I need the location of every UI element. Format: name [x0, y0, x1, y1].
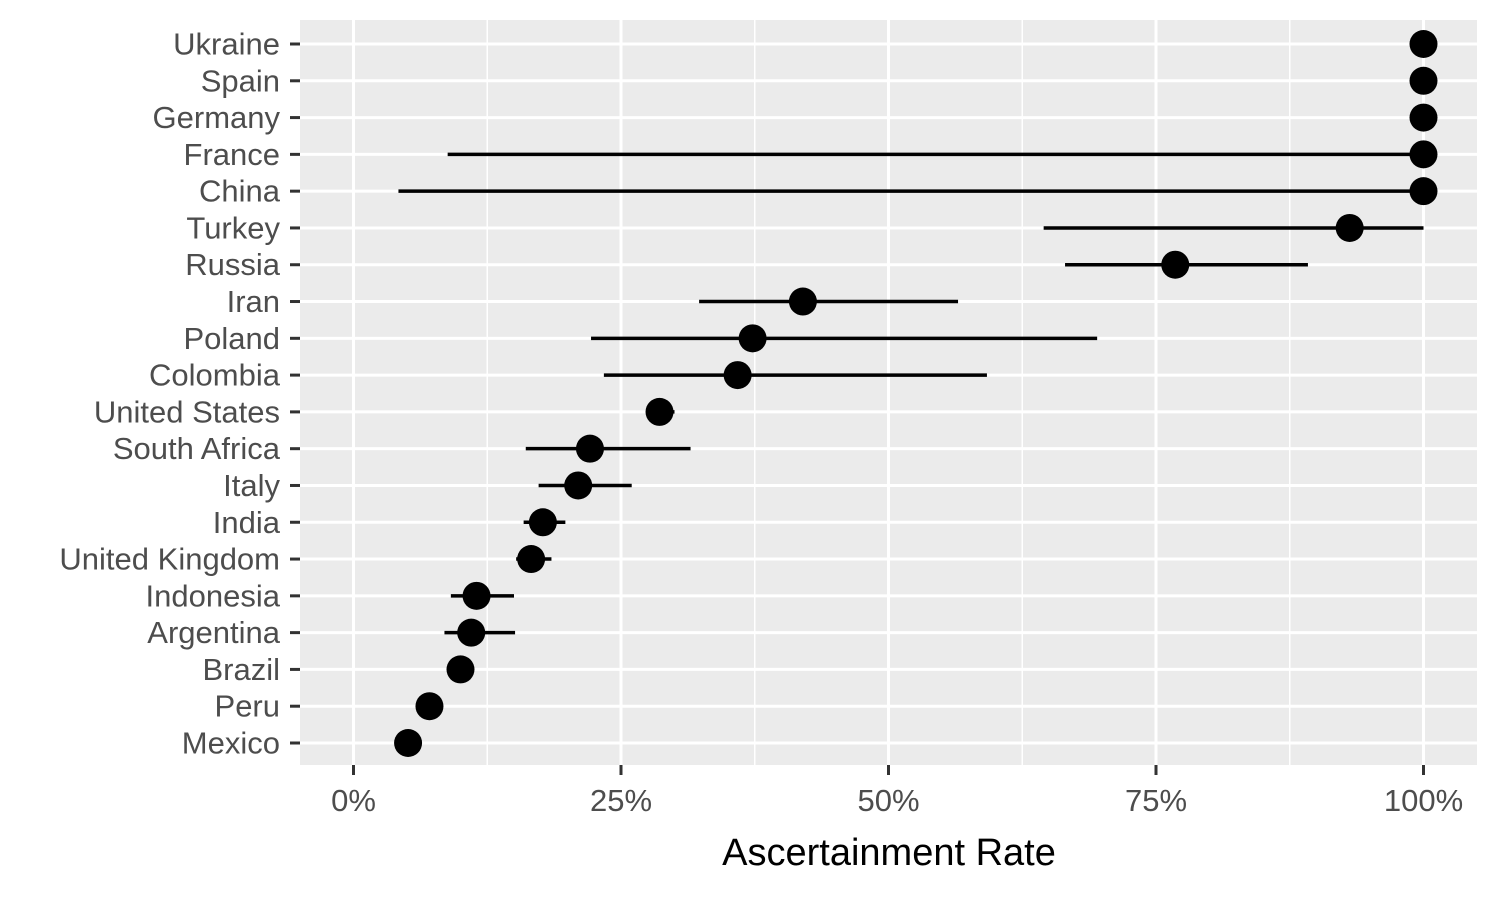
data-point: [1161, 250, 1190, 279]
x-tick-label: 75%: [1125, 783, 1187, 818]
data-point: [528, 508, 557, 537]
data-point: [1409, 140, 1438, 169]
x-axis: 0% 25% 50% 75% 100%: [331, 765, 1463, 818]
data-point: [446, 655, 475, 684]
y-tick-label: India: [213, 505, 281, 540]
y-tick-label: Spain: [201, 63, 280, 98]
data-point: [1409, 30, 1438, 58]
y-tick-label: Argentina: [147, 615, 280, 650]
data-point: [415, 692, 444, 721]
y-tick-label: Poland: [183, 321, 280, 356]
data-point: [1335, 213, 1364, 242]
y-tick-label: Ukraine: [173, 27, 280, 62]
y-tick-label: South Africa: [113, 431, 281, 466]
y-tick-label: Italy: [223, 468, 280, 503]
data-point: [1409, 177, 1438, 206]
x-tick-label: 100%: [1384, 783, 1463, 818]
error-bars: [398, 152, 1424, 745]
y-tick-label: France: [184, 137, 280, 172]
y-tick-label: Colombia: [149, 358, 281, 393]
y-tick-label: United Kingdom: [59, 542, 280, 577]
y-axis: UkraineSpainGermanyFranceChinaTurkeyRuss…: [59, 27, 300, 761]
data-point: [1409, 103, 1438, 132]
data-point: [1409, 66, 1438, 95]
x-tick-label: 50%: [857, 783, 919, 818]
y-tick-label: China: [199, 174, 281, 209]
y-tick-label: United States: [94, 394, 280, 429]
y-tick-label: Indonesia: [146, 578, 281, 613]
y-tick-label: Russia: [185, 247, 281, 282]
y-tick-label: Brazil: [202, 652, 280, 687]
data-point: [564, 471, 593, 500]
y-tick-label: Turkey: [186, 210, 280, 245]
y-tick-label: Mexico: [182, 726, 280, 761]
data-point: [645, 397, 674, 426]
data-point: [462, 581, 491, 610]
y-tick-label: Peru: [215, 689, 280, 724]
x-tick-label: 25%: [590, 783, 652, 818]
data-point: [517, 545, 546, 574]
y-tick-label: Germany: [153, 100, 281, 135]
data-point: [457, 618, 486, 647]
x-axis-title: Ascertainment Rate: [722, 832, 1056, 874]
minor-gridlines: [486, 20, 1291, 765]
data-point: [575, 434, 604, 463]
y-tick-label: Iran: [227, 284, 280, 319]
data-point: [723, 361, 752, 390]
x-tick-label: 0%: [331, 783, 376, 818]
data-points: [394, 30, 1438, 757]
data-point: [788, 287, 817, 316]
data-point: [394, 729, 423, 757]
data-point: [738, 324, 767, 353]
